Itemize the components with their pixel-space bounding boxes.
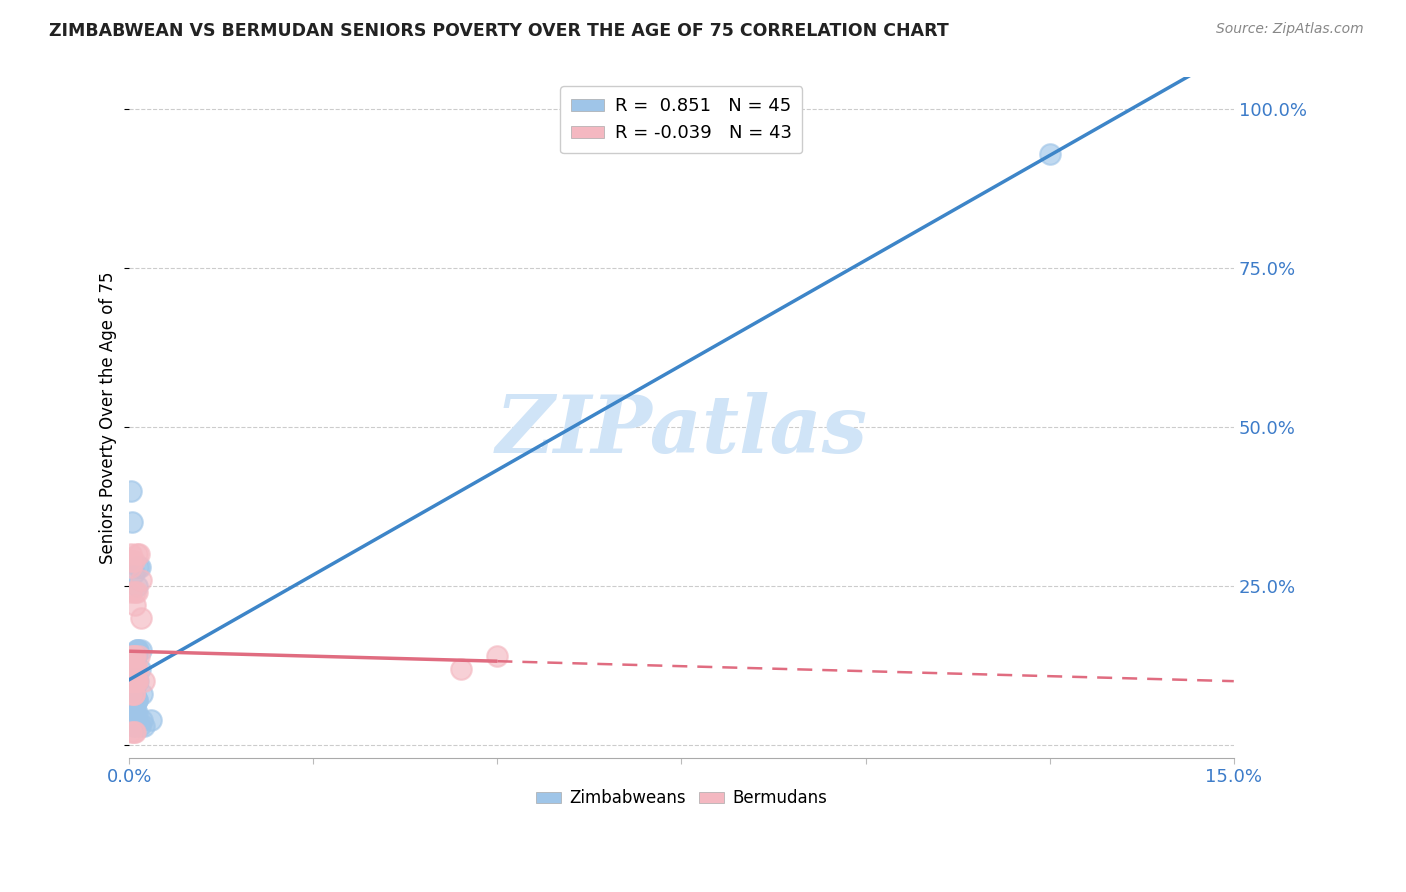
Point (141, 713, 163, 727)
Point (124, 725, 146, 739)
Point (127, 642, 149, 657)
Point (124, 662, 146, 676)
Point (129, 573, 152, 587)
Point (120, 553, 142, 567)
Point (122, 693, 145, 707)
Text: Source: ZipAtlas.com: Source: ZipAtlas.com (1216, 22, 1364, 37)
Point (121, 699, 143, 714)
Point (125, 693, 148, 707)
Point (128, 648, 150, 663)
Point (122, 725, 145, 739)
Point (122, 648, 145, 663)
Point (122, 681, 145, 695)
Point (131, 713, 153, 727)
Point (122, 674, 145, 689)
Point (125, 693, 148, 707)
Point (129, 662, 152, 676)
Point (121, 706, 143, 720)
Point (122, 706, 145, 720)
Point (124, 719, 146, 733)
Point (125, 648, 148, 663)
Point (132, 674, 155, 689)
Point (121, 693, 143, 707)
Point (120, 674, 142, 689)
Point (122, 674, 145, 689)
Point (122, 699, 145, 714)
Point (125, 642, 148, 657)
Point (122, 687, 145, 701)
Point (121, 516, 143, 530)
Point (124, 674, 146, 689)
Point (120, 674, 142, 689)
Point (125, 693, 148, 707)
Point (124, 662, 146, 676)
Point (120, 560, 142, 574)
Point (124, 699, 146, 714)
Point (120, 547, 142, 561)
Point (122, 713, 145, 727)
Point (120, 674, 142, 689)
Point (120, 687, 142, 701)
Point (120, 725, 142, 739)
Point (122, 706, 145, 720)
Point (122, 648, 145, 663)
Text: ZIMBABWEAN VS BERMUDAN SENIORS POVERTY OVER THE AGE OF 75 CORRELATION CHART: ZIMBABWEAN VS BERMUDAN SENIORS POVERTY O… (49, 22, 949, 40)
Point (127, 674, 149, 689)
Point (131, 687, 153, 701)
Point (122, 674, 145, 689)
Point (129, 560, 152, 574)
Point (129, 611, 152, 625)
Point (124, 706, 146, 720)
Point (120, 674, 142, 689)
Point (125, 585, 148, 599)
Point (125, 547, 148, 561)
Point (120, 648, 142, 663)
Point (124, 713, 146, 727)
Point (122, 674, 145, 689)
Point (120, 483, 142, 498)
Point (122, 687, 145, 701)
Point (120, 674, 142, 689)
Point (120, 585, 142, 599)
Point (122, 553, 145, 567)
Y-axis label: Seniors Poverty Over the Age of 75: Seniors Poverty Over the Age of 75 (100, 271, 117, 564)
Point (125, 642, 148, 657)
Point (125, 674, 148, 689)
Point (128, 547, 150, 561)
Point (124, 585, 146, 599)
Point (128, 719, 150, 733)
Point (124, 687, 146, 701)
Point (125, 674, 148, 689)
Point (125, 662, 148, 676)
Point (120, 687, 142, 701)
Point (122, 648, 145, 663)
Point (132, 719, 155, 733)
Point (122, 662, 145, 676)
Point (1039, 146, 1062, 161)
Point (125, 579, 148, 593)
Point (122, 674, 145, 689)
Point (124, 674, 146, 689)
Point (124, 662, 146, 676)
Point (125, 706, 148, 720)
Point (125, 674, 148, 689)
Point (122, 566, 145, 581)
Point (486, 648, 509, 663)
Point (124, 598, 146, 612)
Point (124, 713, 146, 727)
Point (450, 662, 472, 676)
Point (127, 560, 149, 574)
Point (129, 642, 152, 657)
Point (124, 674, 146, 689)
Point (122, 719, 145, 733)
Legend: Zimbabweans, Bermudans: Zimbabweans, Bermudans (529, 782, 834, 814)
Text: ZIPatlas: ZIPatlas (495, 392, 868, 470)
Point (124, 648, 146, 663)
